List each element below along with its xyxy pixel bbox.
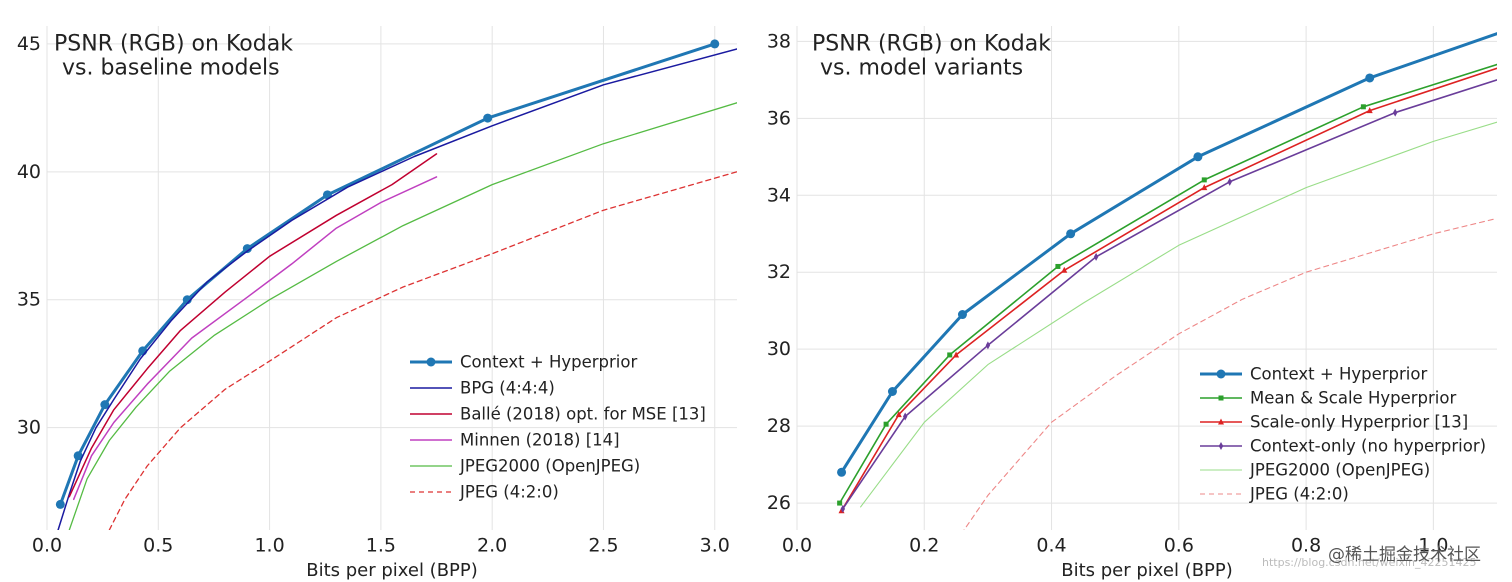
data-point	[1193, 152, 1203, 162]
x-tick-label: 0.0	[782, 535, 812, 557]
data-point	[957, 310, 967, 320]
data-point	[1392, 108, 1398, 117]
y-tick-label: 28	[767, 415, 791, 437]
data-point	[710, 39, 720, 49]
series-line	[68, 102, 737, 530]
watermark-url: https://blog.csdn.net/weixin_42251425	[1262, 556, 1477, 569]
x-tick-label: 0.0	[32, 535, 62, 557]
legend-label: Minnen (2018) [14]	[460, 431, 620, 450]
legend-label: Ballé (2018) opt. for MSE [13]	[460, 405, 706, 424]
data-point	[1227, 177, 1232, 186]
x-tick-label: 3.0	[700, 535, 730, 557]
data-point	[426, 357, 436, 367]
series-line	[72, 176, 438, 501]
series-line	[963, 217, 1497, 530]
legend-label: Scale-only Hyperprior [13]	[1250, 413, 1468, 432]
plot-area	[55, 39, 737, 530]
data-point	[1365, 73, 1375, 83]
chart-title: PSNR (RGB) on Kodak	[54, 32, 293, 57]
data-point	[55, 499, 65, 509]
data-point	[985, 341, 991, 350]
x-tick-label: 0.8	[1291, 535, 1321, 557]
data-point	[953, 351, 960, 358]
data-point	[840, 504, 846, 513]
data-point	[1218, 395, 1224, 401]
data-point	[883, 421, 889, 427]
chart-model-variants: 0.0 0.2 0.4 0.6 0.8 1.0 26 28 30 32 34 36 38 Bits per…	[767, 26, 1497, 581]
data-point	[895, 411, 902, 418]
x-tick-label: 0.4	[1036, 535, 1066, 557]
data-point	[1201, 184, 1208, 191]
chart-subtitle: vs. baseline models	[62, 56, 280, 81]
data-point	[1061, 266, 1068, 273]
data-point	[1218, 442, 1224, 450]
y-tick-label: 32	[767, 261, 791, 283]
x-tick-label: 1.5	[366, 535, 396, 557]
data-point	[902, 412, 908, 421]
x-tick-label: 2.5	[588, 535, 618, 557]
chart-baseline-models: 0.0 0.5 1.0 1.5 2.0 2.5 3.0 30 35 40 45 Bits per pi…	[17, 26, 737, 581]
y-tick-label: 26	[767, 492, 791, 514]
legend-label: Context + Hyperprior	[460, 353, 637, 372]
data-point	[100, 400, 110, 410]
data-point	[73, 451, 83, 461]
chart-title: PSNR (RGB) on Kodak	[812, 32, 1051, 57]
y-tick-label: 45	[17, 33, 41, 55]
data-point	[1093, 252, 1099, 261]
data-point	[1366, 107, 1373, 114]
x-axis-label: Bits per pixel (BPP)	[1061, 560, 1233, 581]
legend-label: JPEG (4:2:0)	[1249, 485, 1349, 504]
plot-area	[837, 32, 1497, 530]
y-tick-label: 35	[17, 289, 41, 311]
data-point	[1216, 369, 1226, 379]
y-tick-label: 34	[767, 184, 791, 206]
y-tick-label: 30	[767, 338, 791, 360]
data-point	[1055, 263, 1061, 269]
data-point	[837, 500, 843, 506]
x-tick-label: 0.2	[909, 535, 939, 557]
x-tick-label: 2.0	[477, 535, 507, 557]
x-tick-label: 1.0	[254, 535, 284, 557]
series-line	[108, 171, 737, 530]
data-point	[1066, 229, 1076, 239]
x-tick-label: 1.0	[1418, 535, 1448, 557]
y-tick-label: 38	[767, 30, 791, 52]
data-point	[483, 113, 493, 123]
data-point	[1201, 177, 1207, 183]
data-point	[837, 467, 847, 477]
x-tick-label: 0.6	[1164, 535, 1194, 557]
legend-label: BPG (4:4:4)	[460, 379, 555, 398]
y-tick-label: 36	[767, 107, 791, 129]
series-line	[860, 121, 1497, 508]
data-point	[1218, 418, 1224, 425]
legend-label: Mean & Scale Hyperprior	[1250, 389, 1456, 408]
data-point	[242, 244, 252, 254]
data-point	[887, 386, 897, 396]
series-line	[68, 153, 438, 498]
legend-label: Context + Hyperprior	[1250, 365, 1427, 384]
watermark-text: @稀土掘金技术社区	[1328, 545, 1481, 565]
legend-label: JPEG2000 (OpenJPEG)	[1249, 461, 1430, 480]
legend-label: JPEG2000 (OpenJPEG)	[459, 457, 640, 476]
series-line	[57, 48, 737, 530]
legend-label: JPEG (4:2:0)	[459, 483, 559, 502]
x-tick-label: 0.5	[143, 535, 173, 557]
x-axis-label: Bits per pixel (BPP)	[306, 560, 478, 581]
data-point	[1360, 104, 1366, 110]
y-tick-label: 30	[17, 417, 41, 439]
y-tick-label: 40	[17, 161, 41, 183]
data-point	[947, 352, 953, 358]
chart-subtitle: vs. model variants	[820, 56, 1023, 81]
legend-label: Context-only (no hyperprior)	[1250, 437, 1486, 456]
